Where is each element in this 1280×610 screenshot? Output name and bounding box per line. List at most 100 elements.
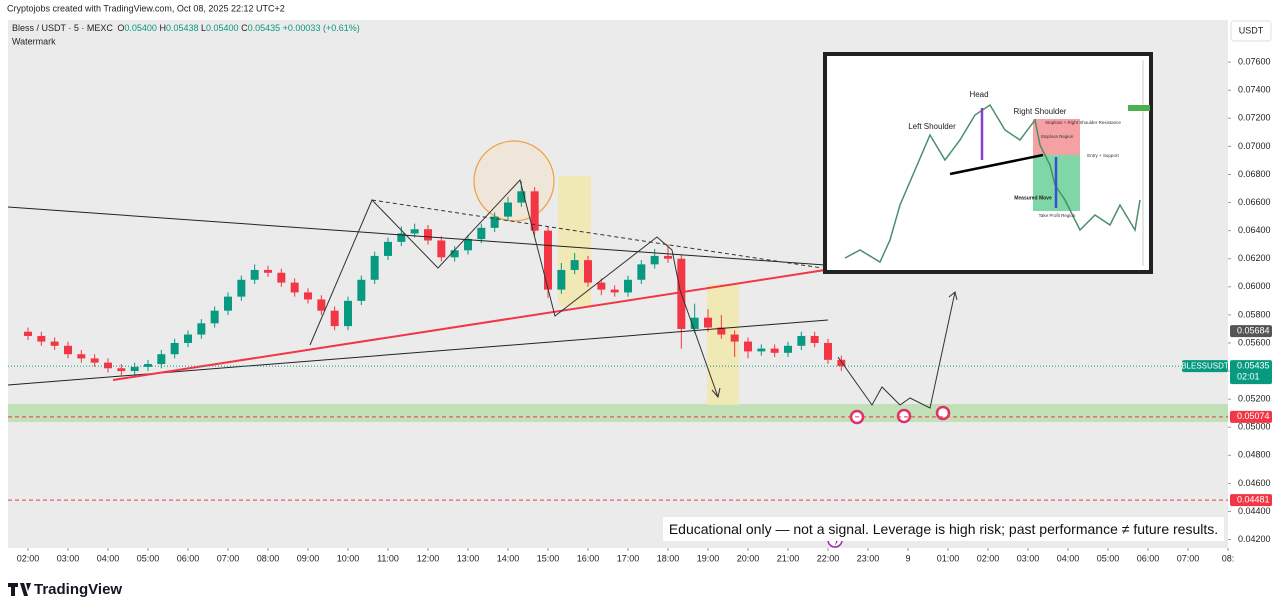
candle-body: [184, 334, 192, 343]
price-badge-label: 0.05435: [1237, 361, 1270, 371]
candle-body: [144, 364, 152, 367]
x-tick-label: 04:00: [97, 553, 120, 563]
candle-body: [64, 345, 72, 355]
candle-body: [784, 345, 792, 353]
x-tick-label: 21:00: [777, 553, 800, 563]
inset-label: Head: [969, 90, 988, 99]
y-tick-label: 0.07600: [1238, 57, 1271, 67]
x-tick-label: 02:00: [17, 553, 40, 563]
x-tick-label: 06:00: [1137, 553, 1160, 563]
y-tick-label: 0.05200: [1238, 394, 1271, 404]
target-icon: [935, 405, 951, 421]
dashed-line: [371, 199, 823, 269]
trend-line: [7, 206, 826, 266]
candle-body: [384, 241, 392, 256]
candle-body: [464, 239, 472, 251]
candle-body: [744, 341, 752, 352]
y-tick-label: 0.04200: [1238, 534, 1271, 544]
price-badge-label: 0.04481: [1237, 494, 1270, 504]
candle-body: [610, 289, 619, 293]
ohlc-value: 0.05400: [124, 23, 157, 33]
ohlc-label: O: [117, 23, 124, 33]
candle-body: [824, 342, 832, 360]
candle-body: [624, 279, 632, 293]
name-badge-label: BLESSUSDT: [1181, 361, 1229, 370]
candle-body: [504, 202, 512, 217]
candle-body: [224, 296, 232, 311]
candle-body: [104, 362, 112, 369]
x-tick-label: 03:00: [1017, 553, 1040, 563]
x-tick-label: 05:00: [137, 553, 160, 563]
neckline: [112, 269, 826, 381]
drawings: [7, 178, 958, 409]
x-tick-label: 16:00: [577, 553, 600, 563]
inset-panel: [827, 56, 1149, 270]
candle-body: [90, 358, 99, 363]
candle-body: [37, 335, 46, 342]
currency[interactable]: USDT: [1239, 25, 1264, 35]
candle-body: [330, 310, 339, 327]
x-tick-label: 14:00: [497, 553, 520, 563]
watermark: Watermark: [12, 36, 56, 46]
ohlc-value: 0.05438: [166, 23, 199, 33]
inset-price-path: [844, 103, 1141, 264]
inset-label: Left Shoulder: [908, 122, 956, 131]
candle-body: [557, 269, 566, 290]
y-tick-label: 0.06800: [1238, 169, 1271, 179]
x-tick-label: 22:00: [817, 553, 840, 563]
support-zone: [8, 404, 1228, 422]
candle-body: [264, 269, 272, 273]
candle-body: [597, 282, 606, 290]
x-tick-label: 19:00: [697, 553, 720, 563]
candle-body: [250, 269, 259, 280]
candle-body: [530, 191, 539, 231]
candle-body: [344, 300, 352, 327]
candle-body: [290, 282, 299, 293]
candle-body: [24, 331, 32, 336]
candle-body: [770, 348, 779, 353]
y-tick-label: 0.06200: [1238, 253, 1271, 263]
x-tick-label: 23:00: [857, 553, 880, 563]
arrow-head: [711, 387, 721, 399]
x-tick-label: 09:00: [297, 553, 320, 563]
x-tick-label: 08:: [1222, 553, 1235, 563]
currency-button[interactable]: [1230, 20, 1272, 42]
candle-body: [717, 327, 726, 335]
y-tick-label: 0.04600: [1238, 478, 1271, 488]
candle-body: [797, 335, 806, 346]
candle-body: [810, 335, 819, 343]
candle-body: [477, 227, 486, 240]
candle-body: [517, 191, 526, 203]
arrow-head: [948, 291, 958, 301]
y-tick-label: 0.06600: [1238, 197, 1271, 207]
inset-image: Head Left Shoulder Right Shoulder Stoplo…: [823, 52, 1153, 274]
inset-label: Stoploss + Right Shoulder Resistance: [1045, 120, 1121, 125]
x-tick-label: 20:00: [737, 553, 760, 563]
candle-body: [437, 240, 446, 258]
candle-body: [370, 255, 379, 280]
logo-mark: [8, 583, 31, 596]
credit: Cryptojobs created with TradingView.com,…: [7, 3, 285, 13]
candle-body: [77, 354, 86, 359]
x-tick-label: 07:00: [1177, 553, 1200, 563]
price-badge: [1230, 325, 1272, 338]
y-tick-label: 0.07000: [1238, 141, 1271, 151]
x-tick-label: 12:00: [417, 553, 440, 563]
candle-body: [197, 323, 206, 335]
target-icon: [896, 408, 912, 424]
candle-body: [837, 359, 846, 367]
price-badge-label: 0.05684: [1237, 326, 1270, 336]
stoploss-zone: [1033, 119, 1080, 155]
price-badge-label: 0.05074: [1237, 411, 1270, 421]
ohlc-label: C: [241, 23, 248, 33]
legend-text: Bless / USDT · 5 · MEXC O0.05400 H0.0543…: [12, 23, 360, 33]
candle-body: [237, 279, 246, 297]
candle-body: [210, 310, 219, 324]
inset-label: Measured Move: [1014, 195, 1052, 201]
candle-body: [757, 348, 766, 352]
head-circle: [473, 140, 555, 222]
candle-body: [130, 366, 139, 372]
candle-body: [424, 229, 432, 241]
candle-body: [410, 229, 419, 234]
